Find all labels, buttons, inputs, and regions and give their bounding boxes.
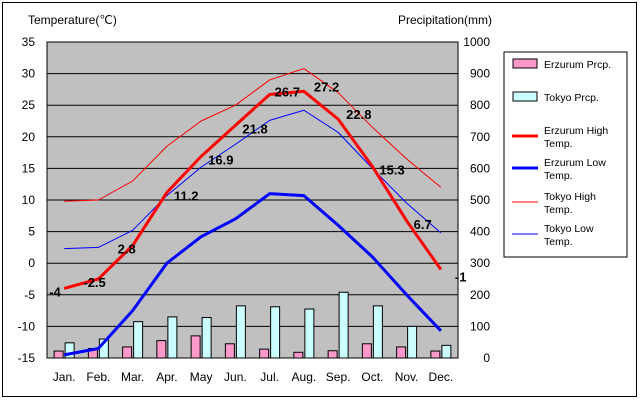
precip-bar xyxy=(167,316,178,359)
right-tick-label: 200 xyxy=(470,288,490,302)
precip-bar xyxy=(327,350,338,359)
precip-bar xyxy=(270,306,281,359)
data-label: 15.3 xyxy=(379,163,404,178)
legend-label: Erzurum Prcp. xyxy=(544,59,611,71)
x-tick-label: Mar. xyxy=(121,370,144,384)
precip-bar xyxy=(235,305,246,359)
left-tick-label: 25 xyxy=(22,98,36,112)
left-tick-label: 30 xyxy=(22,67,36,81)
left-tick-label: 5 xyxy=(28,225,35,239)
legend-swatch xyxy=(512,91,538,102)
x-tick-label: Sep. xyxy=(326,370,351,384)
right-tick-label: 700 xyxy=(470,130,490,144)
x-tick-label: Nov. xyxy=(395,370,419,384)
right-tick-label: 300 xyxy=(470,256,490,270)
right-tick-label: 400 xyxy=(470,225,490,239)
data-label: 2.8 xyxy=(118,242,136,257)
data-label: 27.2 xyxy=(314,79,339,94)
left-tick-label: 35 xyxy=(22,35,36,49)
temp-line xyxy=(63,192,442,357)
precip-bar xyxy=(122,346,133,359)
legend-label: Temp. xyxy=(544,236,573,248)
legend-swatch xyxy=(512,58,538,69)
x-tick-label: Jan. xyxy=(53,370,76,384)
x-tick-label: Dec. xyxy=(429,370,454,384)
left-tick-label: -5 xyxy=(24,288,35,302)
precip-bar xyxy=(441,344,452,359)
right-tick-label: 1000 xyxy=(463,35,490,49)
left-tick-label: -10 xyxy=(18,319,36,333)
precip-bar xyxy=(64,342,75,359)
legend-label: Erzurum High xyxy=(544,125,608,137)
data-label: -4 xyxy=(49,284,61,299)
right-tick-label: 100 xyxy=(470,319,490,333)
right-tick-label: 600 xyxy=(470,161,490,175)
precip-bar xyxy=(396,346,407,359)
legend-label: Erzurum Low xyxy=(544,157,606,169)
right-axis-title: Precipitation(mm) xyxy=(398,13,492,27)
legend-label: Tokyo Prcp. xyxy=(544,92,599,104)
x-tick-label: Jun. xyxy=(224,370,247,384)
precip-bar xyxy=(372,305,383,359)
data-label: 11.2 xyxy=(174,188,199,203)
left-tick-label: 10 xyxy=(22,193,36,207)
left-tick-label: 0 xyxy=(28,256,35,270)
precip-bar xyxy=(407,325,418,359)
x-tick-label: Aug. xyxy=(292,370,317,384)
precip-bar xyxy=(190,335,201,359)
x-tick-label: Feb. xyxy=(86,370,110,384)
x-tick-label: Jul. xyxy=(260,370,279,384)
legend-label: Tokyo High xyxy=(544,191,596,203)
x-tick-label: May xyxy=(190,370,213,384)
precip-bar xyxy=(133,321,144,359)
data-label: 16.9 xyxy=(208,152,233,167)
precip-bar xyxy=(201,317,212,359)
left-tick-label: -15 xyxy=(18,351,36,365)
legend-box xyxy=(503,51,628,258)
precip-bar xyxy=(259,348,270,359)
left-tick-label: 15 xyxy=(22,161,36,175)
precip-bar xyxy=(338,291,349,359)
temp-line xyxy=(64,68,442,202)
legend-label: Temp. xyxy=(544,170,573,182)
precip-bar xyxy=(293,351,304,359)
x-tick-label: Apr. xyxy=(156,370,177,384)
precip-bar xyxy=(156,340,167,359)
right-tick-label: 800 xyxy=(470,98,490,112)
precip-bar xyxy=(53,350,64,359)
legend-label: Temp. xyxy=(544,204,573,216)
right-tick-label: 0 xyxy=(483,351,490,365)
precip-bar xyxy=(361,343,372,359)
data-label: 21.8 xyxy=(242,121,267,136)
data-label: 22.8 xyxy=(346,107,371,122)
legend-label: Tokyo Low xyxy=(544,223,594,235)
right-tick-label: 900 xyxy=(470,67,490,81)
precip-bar xyxy=(430,350,441,359)
x-tick-label: Oct. xyxy=(361,370,383,384)
precip-bar xyxy=(304,308,315,359)
legend-label: Temp. xyxy=(544,138,573,150)
left-tick-label: 20 xyxy=(22,130,36,144)
precip-bar xyxy=(224,343,235,359)
data-label: -1 xyxy=(455,270,467,285)
data-label: 6.7 xyxy=(414,217,432,232)
temp-line xyxy=(63,89,443,290)
legend: Erzurum Prcp.Tokyo Prcp.Erzurum HighTemp… xyxy=(503,51,628,258)
data-label: -2.5 xyxy=(83,275,105,290)
data-label: 26.7 xyxy=(275,84,300,99)
left-axis-title: Temperature(℃) xyxy=(28,13,117,27)
right-tick-label: 500 xyxy=(470,193,490,207)
